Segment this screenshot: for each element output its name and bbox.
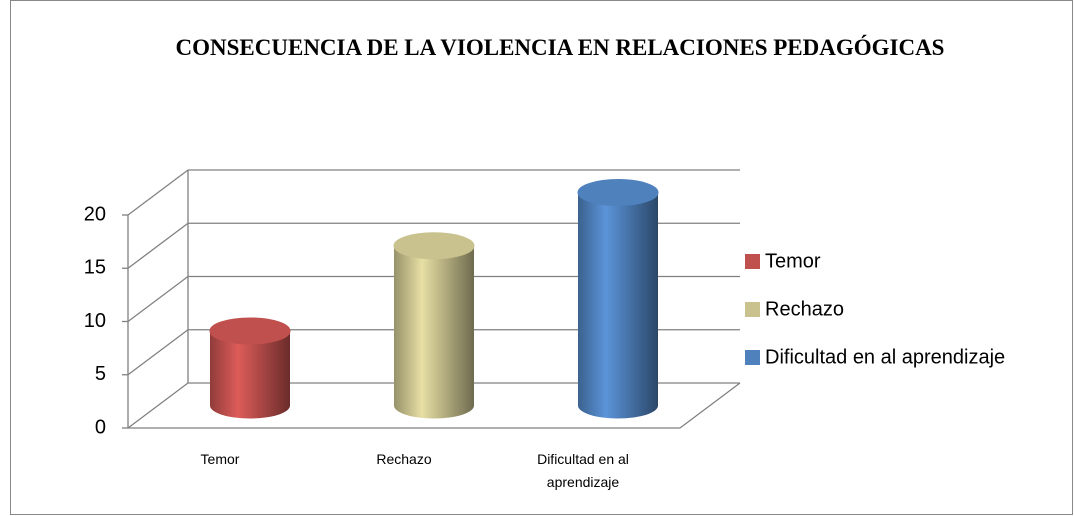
grid-line (127, 222, 189, 269)
y-tick-label: 5 (95, 363, 106, 385)
floor-edge (679, 382, 741, 429)
legend-label: Temor (765, 250, 821, 272)
bar (209, 317, 291, 419)
legend-label: Rechazo (765, 298, 844, 320)
grid-line (127, 169, 189, 216)
grid-line (127, 275, 189, 323)
legend-label: Dificultad en al aprendizaje (765, 346, 1005, 368)
bar-top (577, 179, 659, 206)
x-tick-label: Dificultad en al aprendizaje (537, 451, 629, 490)
y-tick-label: 10 (84, 310, 106, 332)
legend-swatch (745, 350, 760, 365)
frame (10, 0, 1073, 515)
bar-body (210, 330, 290, 419)
y-tick-label: 20 (84, 203, 106, 225)
bar-body (578, 192, 658, 419)
chart-title: CONSECUENCIA DE LA VIOLENCIA EN RELACION… (175, 35, 945, 60)
legend-swatch (745, 302, 760, 317)
bar (393, 232, 475, 419)
y-tick-label: 15 (84, 257, 106, 279)
x-tick-label: Rechazo (376, 451, 432, 467)
bar (577, 179, 659, 419)
bar-top (393, 232, 475, 260)
bar-body (394, 245, 474, 419)
bar-top (209, 317, 291, 345)
grid-line (127, 329, 189, 376)
x-tick-label: Temor (200, 451, 240, 467)
legend-swatch (745, 254, 760, 269)
y-tick-label: 0 (95, 416, 106, 438)
grid-line (127, 382, 189, 429)
